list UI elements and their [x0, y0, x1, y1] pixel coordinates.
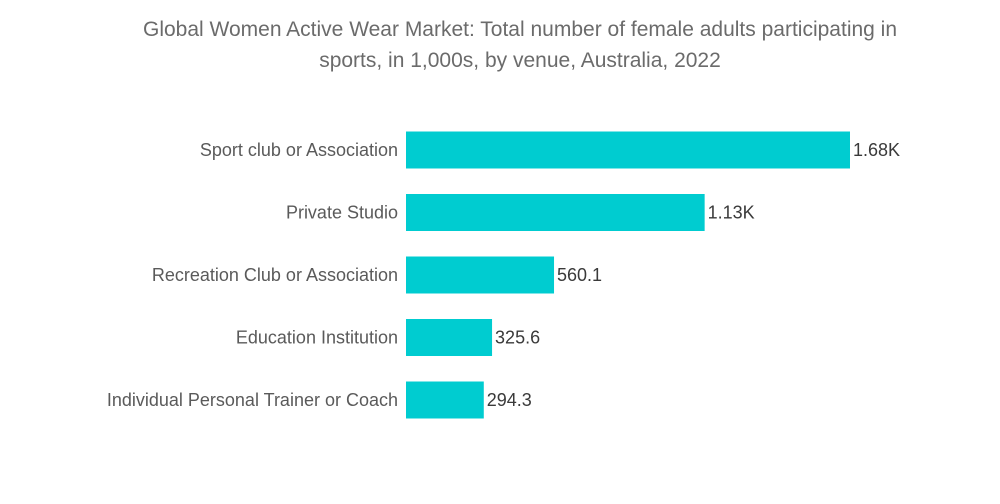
bar-3	[406, 319, 493, 356]
value-label-4: 294.3	[487, 390, 532, 410]
chart-title-line-1: Global Women Active Wear Market: Total n…	[142, 18, 898, 41]
value-label-1: 1.13K	[708, 203, 755, 223]
value-label-0: 1.68K	[853, 140, 900, 160]
category-label-0: Sport club or Association	[200, 140, 398, 160]
chart-title-line-2: sports, in 1,000s, by venue, Australia, …	[319, 49, 721, 72]
value-label-2: 560.1	[557, 265, 602, 285]
category-label-4: Individual Personal Trainer or Coach	[107, 390, 398, 410]
category-label-1: Private Studio	[286, 203, 398, 223]
chart-title: Global Women Active Wear Market: Total n…	[60, 14, 980, 76]
value-label-3: 325.6	[495, 328, 540, 348]
bar-2	[406, 256, 555, 294]
bar-4	[406, 381, 484, 419]
bar-1	[406, 194, 705, 231]
category-label-3: Education Institution	[236, 328, 398, 348]
bar-0	[406, 131, 850, 169]
category-label-2: Recreation Club or Association	[152, 265, 398, 285]
